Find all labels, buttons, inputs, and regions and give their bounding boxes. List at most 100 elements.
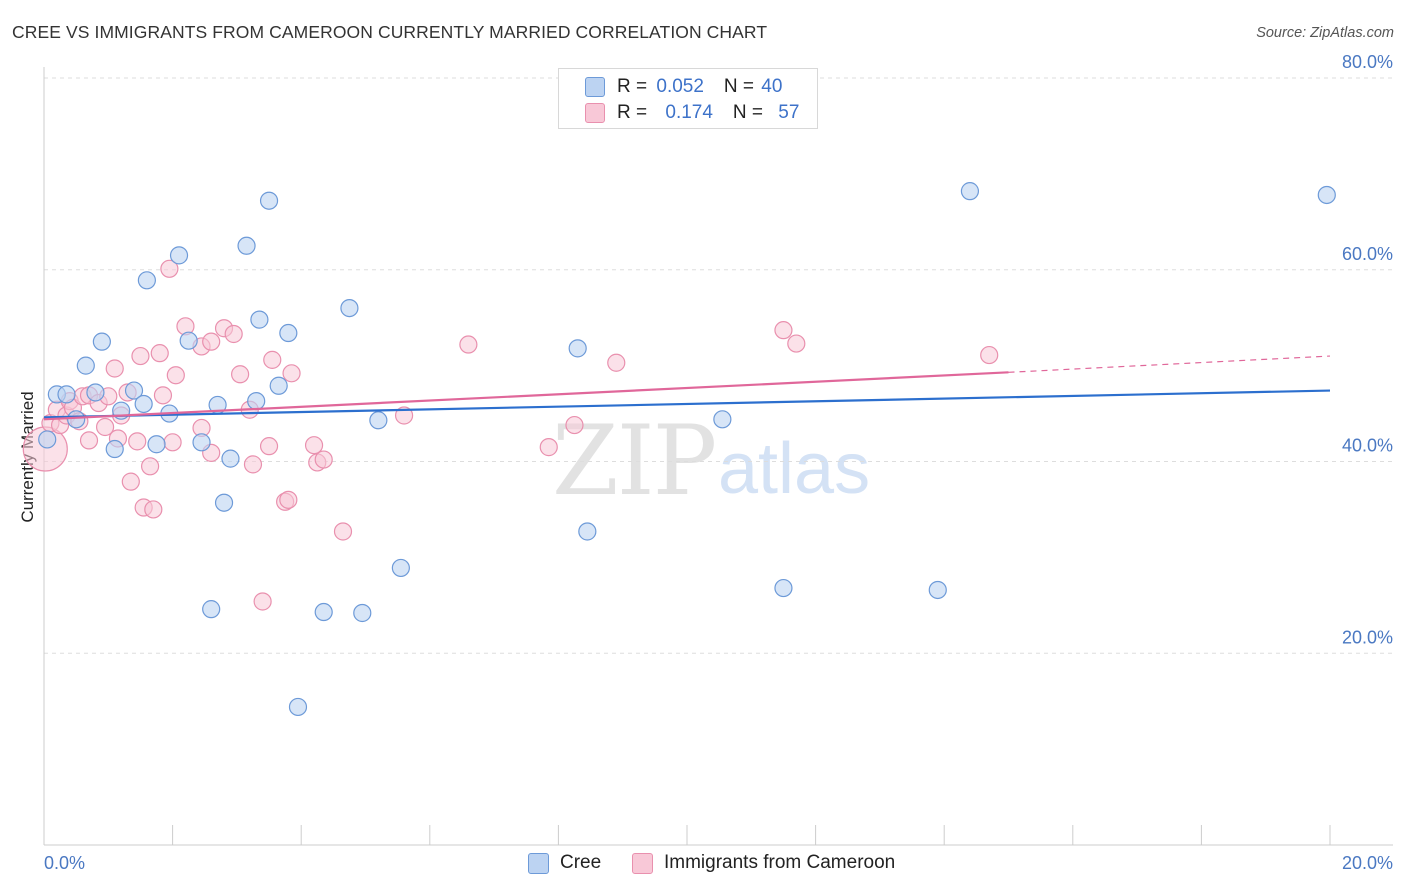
cree-point <box>279 323 298 343</box>
y-tick-label: 40.0% <box>1342 436 1393 456</box>
cameroon-point <box>394 406 414 425</box>
cameroon-point <box>314 450 333 469</box>
cree-point <box>214 493 234 512</box>
cree-point <box>713 410 732 429</box>
cree-point <box>928 580 947 600</box>
source-label: Source: ZipAtlas.com <box>1256 25 1394 41</box>
cameroon-point <box>263 350 282 369</box>
cree-point <box>1317 185 1336 205</box>
cree-point <box>134 394 153 414</box>
cree-point <box>221 449 240 468</box>
cameroon-n-value: 57 <box>778 102 800 123</box>
cameroon-point <box>787 334 806 353</box>
cree-point <box>391 558 410 578</box>
cameroon-trend-extension <box>1008 355 1331 373</box>
cameroon-point <box>459 335 478 354</box>
axes <box>43 67 1393 846</box>
cree-point <box>269 376 288 395</box>
cameroon-legend-swatch <box>632 853 653 874</box>
x-ticks <box>43 825 1331 845</box>
cree-point <box>38 430 57 449</box>
cameroon-point <box>243 455 263 474</box>
cameroon-point <box>774 321 793 340</box>
cameroon-point <box>144 500 163 519</box>
cree-point <box>202 600 221 619</box>
cameroon-legend-label: Immigrants from Cameroon <box>664 852 896 873</box>
cameroon-r-label: R = <box>617 102 653 123</box>
cree-legend-swatch <box>528 853 549 874</box>
cree-point <box>169 246 189 265</box>
cree-point <box>568 339 587 358</box>
cameroon-point <box>539 438 558 457</box>
cameroon-points <box>22 259 999 611</box>
cree-point <box>147 435 166 454</box>
cree-point <box>960 182 980 201</box>
cree-point <box>86 383 105 402</box>
cree-point <box>314 602 333 622</box>
cameroon-point <box>279 490 298 509</box>
cameroon-point <box>304 436 324 455</box>
y-tick-label: 80.0% <box>1342 52 1393 72</box>
cree-point <box>247 391 266 411</box>
cree-point <box>192 433 211 452</box>
cree-points <box>38 182 1336 717</box>
cameroon-point <box>163 433 182 452</box>
cameroon-point <box>166 366 185 385</box>
cree-n-label: N = <box>723 76 760 97</box>
cameroon-point <box>128 432 147 451</box>
y-tick-labels: 20.0% 40.0% 60.0% 80.0% <box>1342 52 1393 647</box>
cameroon-point <box>282 364 301 383</box>
cree-point <box>179 331 198 350</box>
cameroon-point <box>980 345 999 365</box>
cree-point <box>76 356 95 375</box>
cameroon-n-label: N = <box>732 102 769 123</box>
cameroon-point <box>153 386 173 405</box>
cree-n-value: 40 <box>761 76 783 97</box>
cree-point <box>92 332 111 351</box>
cameroon-point <box>150 344 169 363</box>
cameroon-point <box>140 457 160 476</box>
cameroon-point <box>333 522 353 541</box>
cree-point <box>288 697 308 717</box>
cree-trend-line <box>43 389 1331 419</box>
cameroon-point <box>202 332 221 351</box>
cameroon-point <box>253 592 272 611</box>
cameroon-point <box>79 431 99 450</box>
cameroon-point <box>565 415 584 435</box>
cree-point <box>67 410 86 429</box>
grid-lines <box>44 77 1393 654</box>
cree-r-label: R = <box>617 76 653 97</box>
x-tick-label-max: 20.0% <box>1342 853 1393 873</box>
x-tick-label-min: 0.0% <box>44 853 85 873</box>
cameroon-point <box>105 359 124 378</box>
chart-title: CREE VS IMMIGRANTS FROM CAMEROON CURRENT… <box>12 22 768 42</box>
stats-legend: R = 0.052 N = 40 R = 0.174 N = 57 <box>558 68 818 129</box>
cameroon-point <box>160 259 179 278</box>
cree-point <box>105 439 124 459</box>
cameroon-point <box>259 437 279 456</box>
trend-lines <box>43 355 1331 421</box>
cameroon-point <box>131 346 150 366</box>
cameroon-trend-line <box>43 371 1009 421</box>
cameroon-point <box>607 353 626 372</box>
cree-point <box>774 578 793 598</box>
cree-point <box>137 271 156 290</box>
cree-point <box>369 411 388 430</box>
cree-point <box>57 385 76 404</box>
cameroon-point <box>224 324 243 344</box>
cameroon-swatch <box>585 103 605 123</box>
cree-r-value: 0.052 <box>656 76 704 97</box>
y-tick-label: 20.0% <box>1342 627 1393 647</box>
cree-point <box>578 522 597 541</box>
watermark-atlas: atlas <box>718 429 871 509</box>
y-tick-label: 60.0% <box>1342 244 1393 264</box>
cree-point <box>353 603 372 623</box>
cameroon-r-value: 0.174 <box>665 102 713 123</box>
cameroon-point <box>121 472 140 491</box>
cree-point <box>237 236 256 255</box>
cree-swatch <box>585 77 605 97</box>
cree-legend-label: Cree <box>560 852 602 873</box>
cameroon-point <box>95 417 115 437</box>
cree-point <box>259 191 279 210</box>
